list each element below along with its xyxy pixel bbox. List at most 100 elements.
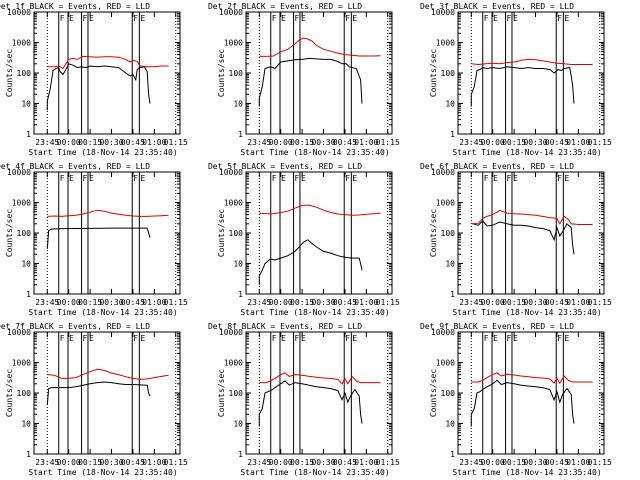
y-tick-label: 100 (17, 69, 32, 78)
x-tick-label: 23:45 (459, 458, 483, 467)
y-axis-label: Counts/sec (5, 369, 14, 417)
y-tick-label: 100 (229, 229, 244, 238)
x-tick-label: 23:45 (35, 298, 59, 307)
y-tick-label: 1 (238, 290, 243, 299)
x-tick-label: 01:15 (376, 458, 400, 467)
x-tick-label: 00:15 (290, 138, 314, 147)
flag-label-F: F (507, 334, 512, 343)
flag-label-F: F (83, 174, 88, 183)
flag-label-E: E (513, 334, 518, 343)
flag-label-F: F (133, 174, 138, 183)
y-tick-label: 10000 (431, 8, 455, 17)
x-tick-label: 01:00 (566, 458, 590, 467)
y-tick-label: 10 (233, 260, 243, 269)
plot-frame (245, 331, 393, 455)
panel-det-1: Det 1f BLACK = Events, RED = LLD 1 10 100 10… (0, 2, 188, 157)
events-series-line (470, 66, 575, 107)
x-axis-label: Start Time (18-Nov-14 23:35:40) (452, 468, 601, 477)
x-tick-label: 00:15 (78, 458, 102, 467)
y-tick-label: 1 (26, 450, 31, 459)
y-tick-label: 10000 (7, 8, 31, 17)
flag-label-F: F (272, 174, 277, 183)
y-tick-label: 100 (441, 389, 456, 398)
y-tick-label: 10 (21, 100, 31, 109)
y-tick-label: 100 (441, 229, 456, 238)
x-tick-label: 00:45 (545, 298, 569, 307)
events-series-line (472, 220, 575, 255)
y-axis-label: Counts/sec (217, 209, 226, 257)
x-tick-label: 23:45 (459, 298, 483, 307)
y-tick-label: 1000 (12, 199, 31, 208)
y-axis-label: Counts/sec (429, 209, 438, 257)
y-tick-label: 1000 (436, 359, 455, 368)
lld-series-line (259, 37, 381, 57)
flag-label-F: F (295, 174, 300, 183)
x-tick-label: 00:00 (481, 298, 505, 307)
flag-label-E: E (564, 334, 569, 343)
y-axis-label: Counts/sec (217, 49, 226, 97)
lld-series-line (47, 209, 169, 217)
panel-det-5: Det 5f BLACK = Events, RED = LLD 1 10 100 10… (208, 162, 400, 317)
plot-frame (245, 171, 393, 295)
x-axis-label: Start Time (18-Nov-14 23:35:40) (28, 148, 177, 157)
x-tick-label: 00:30 (99, 458, 123, 467)
x-tick-label: 00:00 (481, 458, 505, 467)
y-tick-label: 10000 (219, 328, 243, 337)
x-tick-label: 00:45 (121, 138, 145, 147)
x-tick-label: 01:00 (142, 298, 166, 307)
x-tick-label: 23:45 (247, 458, 271, 467)
x-tick-label: 00:30 (99, 298, 123, 307)
flag-label-E: E (564, 174, 569, 183)
x-tick-label: 00:00 (57, 298, 81, 307)
x-tick-label: 00:15 (502, 138, 526, 147)
y-tick-label: 10 (445, 260, 455, 269)
flag-label-E: E (513, 14, 518, 23)
events-series-line (46, 381, 151, 406)
flag-label-E: E (89, 334, 94, 343)
lld-series-line (259, 204, 381, 216)
y-axis-label: Counts/sec (429, 369, 438, 417)
x-axis-label: Start Time (18-Nov-14 23:35:40) (452, 308, 601, 317)
flag-label-F: F (484, 334, 489, 343)
panel-title: Det 8f BLACK = Events, RED = LLD (208, 322, 362, 331)
x-tick-label: 00:30 (311, 138, 335, 147)
x-axis-label: Start Time (18-Nov-14 23:35:40) (240, 468, 389, 477)
flag-label-E: E (301, 334, 306, 343)
y-tick-label: 1 (450, 450, 455, 459)
x-tick-label: 00:30 (311, 458, 335, 467)
flag-label-E: E (140, 14, 145, 23)
x-tick-label: 00:45 (545, 458, 569, 467)
y-tick-label: 10 (21, 420, 31, 429)
x-tick-label: 23:45 (459, 138, 483, 147)
panel-det-9: Det 9f BLACK = Events, RED = LLD 1 10 100 10… (420, 322, 612, 477)
flag-label-F: F (557, 14, 562, 23)
x-tick-label: 00:00 (269, 458, 293, 467)
x-tick-label: 01:15 (164, 138, 188, 147)
x-tick-label: 01:15 (588, 458, 612, 467)
x-tick-label: 23:45 (35, 138, 59, 147)
x-tick-label: 01:15 (164, 458, 188, 467)
lld-series-line (47, 368, 169, 380)
flag-label-E: E (140, 174, 145, 183)
y-tick-label: 10000 (7, 328, 31, 337)
x-tick-label: 01:00 (354, 138, 378, 147)
x-tick-label: 00:45 (121, 458, 145, 467)
y-tick-label: 10000 (219, 168, 243, 177)
x-tick-label: 00:15 (502, 298, 526, 307)
flag-label-E: E (69, 174, 74, 183)
x-tick-label: 01:15 (164, 298, 188, 307)
flag-label-F: F (295, 334, 300, 343)
y-axis-label: Counts/sec (5, 49, 14, 97)
x-tick-label: 01:15 (588, 298, 612, 307)
x-tick-label: 00:45 (333, 138, 357, 147)
flag-label-E: E (352, 174, 357, 183)
x-tick-label: 01:00 (142, 138, 166, 147)
events-series-line (258, 57, 363, 107)
x-tick-label: 00:30 (523, 298, 547, 307)
x-axis-label: Start Time (18-Nov-14 23:35:40) (240, 308, 389, 317)
y-tick-label: 100 (17, 229, 32, 238)
x-tick-label: 01:00 (566, 138, 590, 147)
flag-label-F: F (83, 334, 88, 343)
flag-label-E: E (281, 174, 286, 183)
